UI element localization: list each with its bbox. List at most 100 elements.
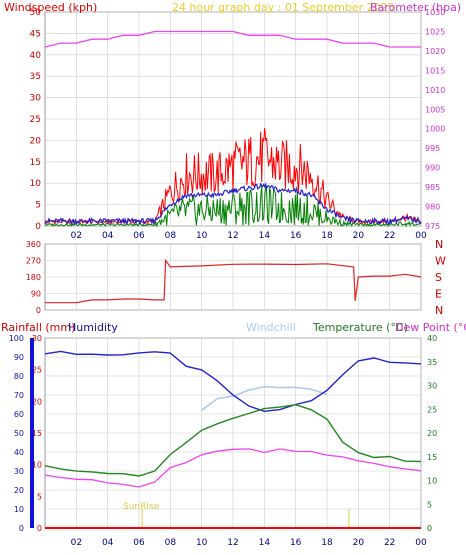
temperature-tick: 15 — [427, 453, 437, 462]
humidity-tick: 0 — [19, 524, 24, 533]
humidity-axis-title: Humidity — [68, 321, 118, 334]
rain-tick: 10 — [32, 461, 42, 470]
panel1-right-tick: 1025 — [425, 27, 445, 36]
panel3-x-tick: 00 — [415, 538, 427, 548]
humidity-tick: 20 — [14, 486, 24, 495]
panel1-x-tick: 06 — [133, 231, 145, 241]
wind-direction-series — [45, 258, 422, 304]
panel1-left-tick: 40 — [30, 51, 42, 61]
dewpoint-series — [44, 448, 422, 488]
panel1-x-tick: 10 — [196, 231, 208, 241]
panel1-left-tick: 45 — [30, 29, 41, 39]
panel3-x-tick: 12 — [227, 538, 238, 548]
compass-label: N — [435, 304, 443, 317]
panel2-left-tick: 270 — [26, 257, 41, 266]
panel1-series — [44, 30, 422, 228]
panel1-x-tick: 00 — [415, 231, 427, 241]
windchill-label: Windchill — [246, 321, 296, 334]
panel3-x-tick: 08 — [165, 538, 177, 548]
temperature-tick: 10 — [427, 477, 437, 486]
sunrise-label: SunRise — [123, 502, 160, 512]
panel1-right-tick: 1030 — [425, 8, 445, 17]
panel1-x-tick: 08 — [165, 231, 177, 241]
panel1-left-tick: 50 — [30, 8, 42, 18]
panel3-x-tick: 22 — [384, 538, 395, 548]
panel2-left-tick: 180 — [26, 273, 41, 282]
panel1-right-tick: 1010 — [425, 86, 445, 95]
barometer-series — [44, 30, 421, 48]
panel2-left-tick: 360 — [26, 240, 41, 249]
panel3-ticks: 02 04 06 08 10 12 14 16 18 20 22 000102030405060708… — [9, 334, 437, 548]
humidity-tick: 80 — [14, 372, 24, 381]
panel1-x-tick: 20 — [353, 231, 365, 241]
panel1-right-tick: 980 — [425, 203, 440, 212]
compass-label: N — [435, 238, 443, 251]
panel1-left-tick: 30 — [30, 94, 42, 104]
temperature-tick: 30 — [427, 382, 437, 391]
panel1-right-tick: 995 — [425, 144, 440, 153]
panel2-left-tick: 90 — [31, 290, 41, 299]
panel3-series — [44, 350, 422, 529]
panel1-right-tick: 1015 — [425, 66, 445, 75]
panel1-left-tick: 25 — [30, 115, 41, 125]
humidity-tick: 40 — [14, 448, 24, 457]
temperature-tick: 35 — [427, 358, 437, 367]
panel1-x-tick: 16 — [290, 231, 302, 241]
barometer-axis-title: Barometer (hpa) — [370, 1, 461, 14]
panel3-x-tick: 16 — [290, 538, 302, 548]
dewpoint-axis-title: Dew Point (°C) — [395, 321, 466, 334]
panel1-left-tick: 0 — [35, 222, 41, 232]
compass-label: W — [435, 255, 446, 268]
temperature-tick: 40 — [427, 334, 437, 343]
panel1-right-tick: 985 — [425, 183, 440, 192]
panel1-left-tick: 5 — [35, 201, 41, 211]
humidity-tick: 10 — [14, 505, 24, 514]
panel1-right-tick: 1020 — [425, 47, 445, 56]
panel3-x-tick: 10 — [196, 538, 208, 548]
panel3-x-tick: 06 — [133, 538, 145, 548]
panel3-x-tick: 04 — [102, 538, 114, 548]
humidity-tick: 100 — [9, 334, 24, 343]
panel3-x-tick: 14 — [259, 538, 271, 548]
panel3-x-tick: 20 — [353, 538, 365, 548]
panel1-left-tick: 35 — [30, 72, 41, 82]
chart-title: 24 hour graph day : 01 September 2025 — [172, 1, 395, 14]
humidity-tick: 90 — [14, 353, 24, 362]
windspeed-axis-title: Windspeed (kph) — [4, 1, 97, 14]
rain-tick: 20 — [32, 397, 42, 406]
panel3-x-tick: 02 — [71, 538, 82, 548]
panel1-ticks: 02 04 06 08 10 12 14 16 18 20 22 000510152025303540… — [30, 8, 446, 241]
temperature-series — [44, 403, 422, 477]
rain-tick: 0 — [37, 524, 42, 533]
rain-tick: 5 — [37, 492, 42, 501]
panel3-x-tick: 18 — [321, 538, 333, 548]
panel1-left-tick: 10 — [30, 179, 42, 189]
panel2-left-tick: 0 — [36, 306, 41, 315]
humidity-series — [44, 350, 422, 413]
panel1-x-tick: 12 — [227, 231, 238, 241]
panel1-right-tick: 990 — [425, 164, 440, 173]
panel1-left-tick: 15 — [30, 158, 41, 168]
panel3-grid — [45, 337, 422, 529]
temperature-tick: 0 — [427, 524, 432, 533]
rain-axis-bar — [30, 338, 34, 528]
temperature-axis-title: Temperature (°C) — [312, 321, 408, 334]
humidity-tick: 70 — [14, 391, 24, 400]
temperature-tick: 20 — [427, 429, 437, 438]
compass-label: E — [435, 288, 442, 301]
panel1-x-tick: 18 — [321, 231, 333, 241]
humidity-tick: 50 — [14, 429, 24, 438]
panel2-grid — [45, 243, 422, 311]
panel1-right-tick: 975 — [425, 222, 440, 231]
panel1-grid — [45, 11, 422, 227]
temperature-tick: 5 — [427, 500, 432, 509]
windchill-series — [201, 385, 328, 411]
rain-tick: 25 — [32, 366, 42, 375]
humidity-tick: 30 — [14, 467, 24, 476]
rain-tick: 30 — [32, 334, 42, 343]
rain-tick: 15 — [32, 429, 42, 438]
panel1-x-tick: 04 — [102, 231, 114, 241]
panel1-right-tick: 1000 — [425, 125, 445, 134]
